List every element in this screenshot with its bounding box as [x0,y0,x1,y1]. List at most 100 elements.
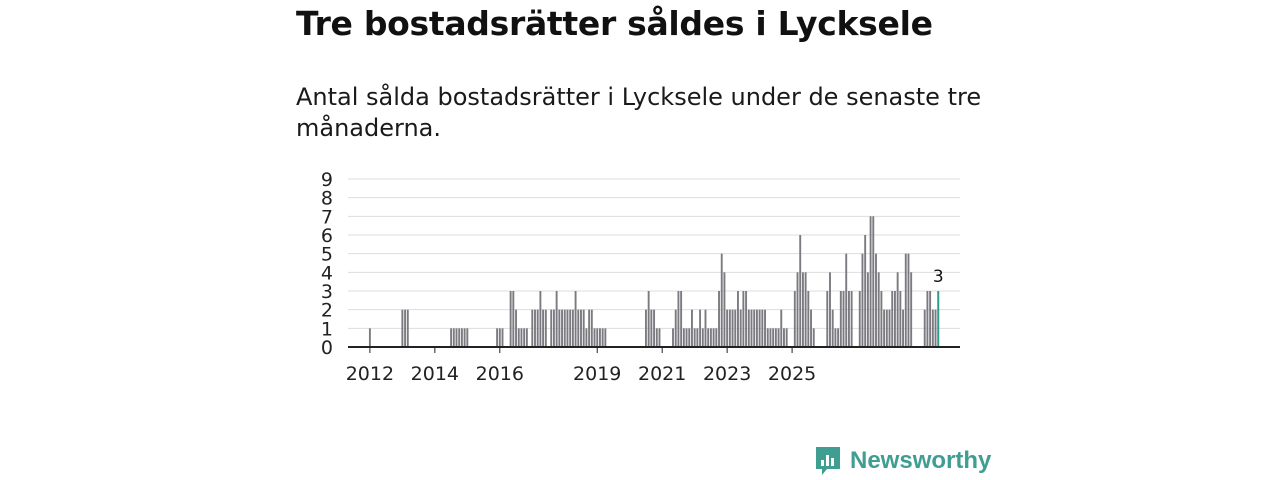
bar [647,291,650,347]
bar [799,235,802,347]
x-tick-label: 2023 [703,363,751,385]
bar [845,253,848,347]
bar [552,309,555,347]
bar [677,291,680,347]
bar [861,253,864,347]
bar [793,291,796,347]
bar [739,309,742,347]
bar [693,328,696,347]
bar [796,272,799,347]
bar [688,328,691,347]
bar [785,328,788,347]
bar [883,309,886,347]
bar [934,309,937,347]
bar [910,272,913,347]
bar [450,328,453,347]
bar [569,309,572,347]
bar [515,309,517,347]
bar [880,291,883,347]
bar [658,328,661,347]
bar [891,291,894,347]
bar [929,291,932,347]
bar [674,309,677,347]
bar [847,291,850,347]
bar [842,291,845,347]
bar [902,309,905,347]
bar [707,328,710,347]
bar [699,309,702,347]
bar [737,291,739,347]
bar [368,328,371,347]
bar [458,328,461,347]
y-tick-label: 2 [321,300,333,322]
bar [783,328,785,347]
bar [829,272,831,347]
x-axis [348,346,960,353]
bar [834,328,837,347]
bar [401,309,404,347]
bar [574,291,577,347]
bar [720,253,723,347]
bar [850,291,853,347]
highlight-value-label: 3 [933,267,944,287]
bar [512,291,515,347]
bar [682,328,685,347]
bar [769,328,772,347]
bar [701,328,704,347]
newsworthy-logo-icon [816,447,840,475]
bar [685,328,688,347]
bar [750,309,753,347]
bar [904,253,907,347]
bar [542,309,545,347]
bar [588,309,591,347]
bar [745,291,748,347]
page-title: Tre bostadsrätter såldes i Lycksele [296,4,933,43]
bar [923,309,926,347]
bar [406,309,409,347]
bar [466,328,469,347]
bar [774,328,777,347]
bar [650,309,653,347]
bar [601,328,604,347]
bar [893,291,896,347]
bar [764,309,766,347]
brand-name: Newsworthy [850,447,992,474]
bar [826,291,829,347]
bar [837,328,840,347]
bar [691,309,693,347]
grid-lines [348,178,960,329]
bar [810,309,812,347]
chart-subtitle: Antal sålda bostadsrätter i Lycksele und… [296,83,982,142]
bar [755,309,758,347]
bar [496,328,499,347]
bar [804,272,807,347]
bar [766,328,769,347]
bar [709,328,712,347]
bar [585,328,588,347]
y-tick-label: 5 [321,244,333,266]
bar [875,253,877,347]
y-tick-label: 9 [321,169,333,191]
y-tick-label: 6 [321,225,333,247]
bar [571,309,574,347]
bar [885,309,888,347]
bar [761,309,764,347]
bar [931,309,934,347]
bar [604,328,607,347]
bar [753,309,756,347]
bar [598,328,601,347]
bar [734,309,737,347]
bar [539,291,542,347]
bars [368,216,940,347]
bar [525,328,528,347]
bar [801,272,804,347]
bar [555,291,558,347]
bar [896,272,899,347]
bar [544,309,547,347]
bar [517,328,520,347]
bar [742,291,745,347]
bar [534,309,536,347]
bar [561,309,563,347]
bar [577,309,580,347]
bar [501,328,504,347]
